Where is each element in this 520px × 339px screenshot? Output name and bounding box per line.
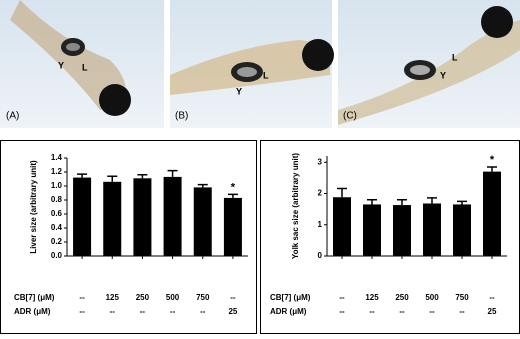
- error-bar: [367, 199, 377, 205]
- photo-a: [0, 0, 164, 128]
- category-label: --: [230, 293, 236, 302]
- error-bar: [107, 175, 118, 182]
- bar: [133, 178, 152, 256]
- y-tick-label: 1.4: [51, 153, 63, 162]
- bar: [393, 205, 411, 256]
- error-bar: [487, 166, 497, 172]
- y-tick-label: 0.4: [51, 223, 63, 232]
- category-label: 25: [488, 307, 497, 316]
- bar: [483, 171, 501, 256]
- category-label: 125: [106, 293, 120, 302]
- annotation: *: [231, 181, 236, 193]
- category-label: --: [339, 307, 345, 316]
- bar: [363, 204, 381, 256]
- category-label: --: [399, 307, 405, 316]
- error-bar: [167, 169, 178, 177]
- y-axis-label: Yolk sac size (arbitrary unit): [291, 153, 300, 259]
- y-tick-label: 1.2: [51, 167, 63, 176]
- bar: [103, 181, 122, 256]
- error-bar: [77, 173, 88, 178]
- error-bar: [227, 193, 238, 198]
- category-label: --: [110, 307, 116, 316]
- category-label: --: [339, 293, 345, 302]
- category-label: 125: [365, 293, 379, 302]
- yolk-label: Y: [236, 86, 242, 96]
- category-label: --: [429, 307, 435, 316]
- y-tick-label: 0.2: [51, 237, 63, 246]
- category-label: 25: [228, 307, 237, 316]
- liver-label: L: [263, 70, 269, 80]
- yolk-label: Y: [440, 70, 446, 80]
- y-tick-label: 0.0: [51, 251, 63, 260]
- liver-label: L: [452, 52, 458, 62]
- chart-frame: [0, 140, 257, 334]
- photo-label: (B): [175, 111, 188, 122]
- category-label: 750: [455, 293, 469, 302]
- y-tick-label: 3: [318, 157, 323, 166]
- category-label: 250: [395, 293, 409, 302]
- bar: [423, 203, 441, 256]
- y-axis-label: Liver size (arbitrary unit): [29, 160, 38, 254]
- error-bar: [397, 199, 407, 206]
- row-label: ADR (μM): [270, 307, 307, 316]
- row-label: ADR (μM): [14, 307, 51, 316]
- y-tick-label: 1.0: [51, 181, 63, 190]
- category-label: --: [489, 293, 495, 302]
- yolk-label: Y: [58, 60, 64, 70]
- category-label: --: [200, 307, 206, 316]
- liver-label: L: [82, 62, 88, 72]
- bar: [223, 197, 242, 256]
- photo-label: (C): [343, 111, 357, 122]
- category-label: --: [79, 293, 85, 302]
- category-label: 250: [136, 293, 150, 302]
- bar: [73, 177, 92, 256]
- row-label: CB[7] (μM): [14, 293, 55, 302]
- bar: [333, 197, 351, 256]
- category-label: 500: [425, 293, 439, 302]
- row-label: CB[7] (μM): [270, 293, 311, 302]
- photo-b: [170, 0, 334, 128]
- photo-label: (A): [6, 111, 19, 122]
- category-label: --: [170, 307, 176, 316]
- category-label: 750: [196, 293, 210, 302]
- error-bar: [457, 200, 467, 205]
- bar: [163, 176, 182, 256]
- y-tick-label: 0.8: [51, 195, 63, 204]
- photo-c: [338, 0, 520, 128]
- error-bar: [427, 197, 437, 204]
- error-bar: [137, 174, 148, 179]
- category-label: --: [140, 307, 146, 316]
- y-tick-label: 0.6: [51, 209, 63, 218]
- error-bar: [197, 183, 208, 188]
- error-bar: [337, 187, 347, 198]
- category-label: --: [369, 307, 375, 316]
- category-label: 500: [166, 293, 180, 302]
- bar: [453, 204, 471, 256]
- y-tick-label: 0: [318, 251, 323, 260]
- y-tick-label: 2: [318, 189, 323, 198]
- category-label: --: [459, 307, 465, 316]
- y-tick-label: 1: [318, 220, 323, 229]
- bar: [193, 187, 212, 256]
- category-label: --: [79, 307, 85, 316]
- annotation: *: [490, 154, 495, 166]
